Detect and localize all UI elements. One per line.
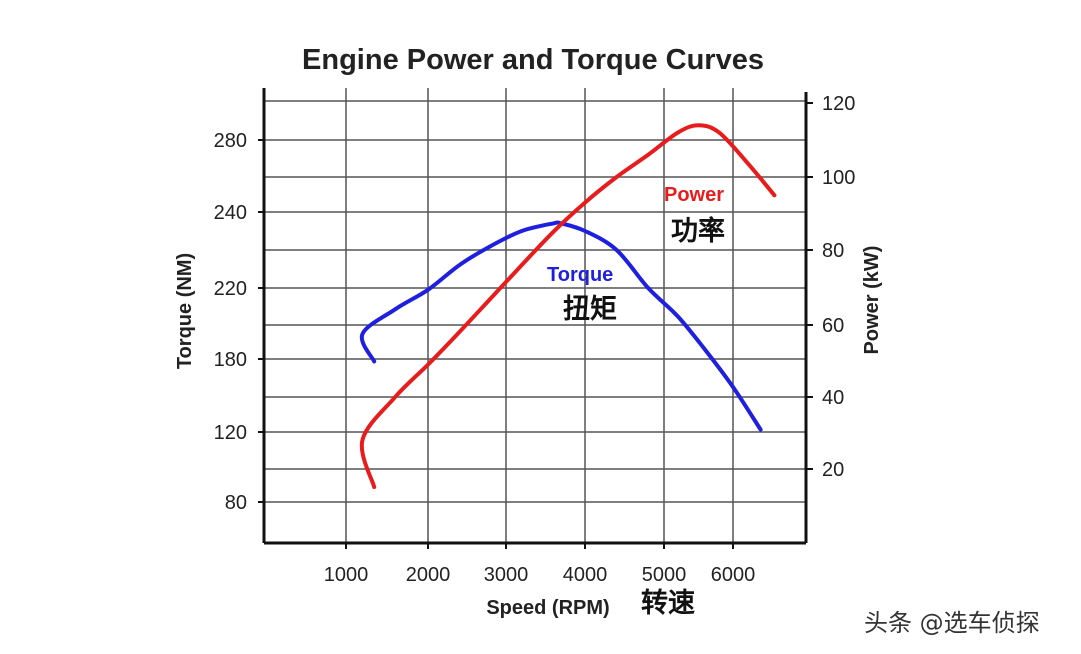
y-right-tick-label: 20 [822,459,844,481]
x-axis-label-cn: 转速 [641,588,695,619]
y-left-tick-label: 180 [214,349,247,371]
power-series-label-cn: 功率 [671,215,725,247]
y-right-ticks: 120 100 80 60 40 20 [806,93,855,481]
x-ticks: 1000 2000 3000 4000 5000 6000 [324,543,756,586]
x-tick-label: 6000 [711,564,756,586]
chart-card [158,30,900,630]
y-left-tick-label: 80 [225,492,247,514]
y-right-tick-label: 120 [822,93,855,115]
y-left-tick-label: 120 [214,422,247,444]
chart-title: Engine Power and Torque Curves [302,44,764,76]
y-left-axis-label: Torque (NM) [174,253,196,369]
power-series-label: Power [664,184,724,206]
x-tick-label: 4000 [563,564,608,586]
y-left-tick-label: 280 [214,130,247,152]
x-axis-label: Speed (RPM) [486,597,609,619]
x-tick-label: 2000 [406,564,451,586]
x-tick-label: 3000 [484,564,529,586]
y-right-tick-label: 100 [822,167,855,189]
y-right-axis-label: Power (kW) [861,246,883,355]
y-left-tick-label: 220 [214,278,247,300]
y-right-tick-label: 80 [822,240,844,262]
y-left-ticks: 280 240 220 180 120 80 [214,130,264,514]
y-left-tick-label: 240 [214,202,247,224]
y-right-tick-label: 40 [822,387,844,409]
torque-series-label: Torque [547,264,613,286]
x-tick-label: 5000 [642,564,687,586]
watermark: 头条 @选车侦探 [864,609,1040,637]
x-tick-label: 1000 [324,564,369,586]
power-series-line [359,123,777,489]
grid [264,88,806,543]
torque-series-line [359,220,763,432]
torque-series-label-cn: 扭矩 [563,294,617,325]
y-right-tick-label: 60 [822,315,844,337]
